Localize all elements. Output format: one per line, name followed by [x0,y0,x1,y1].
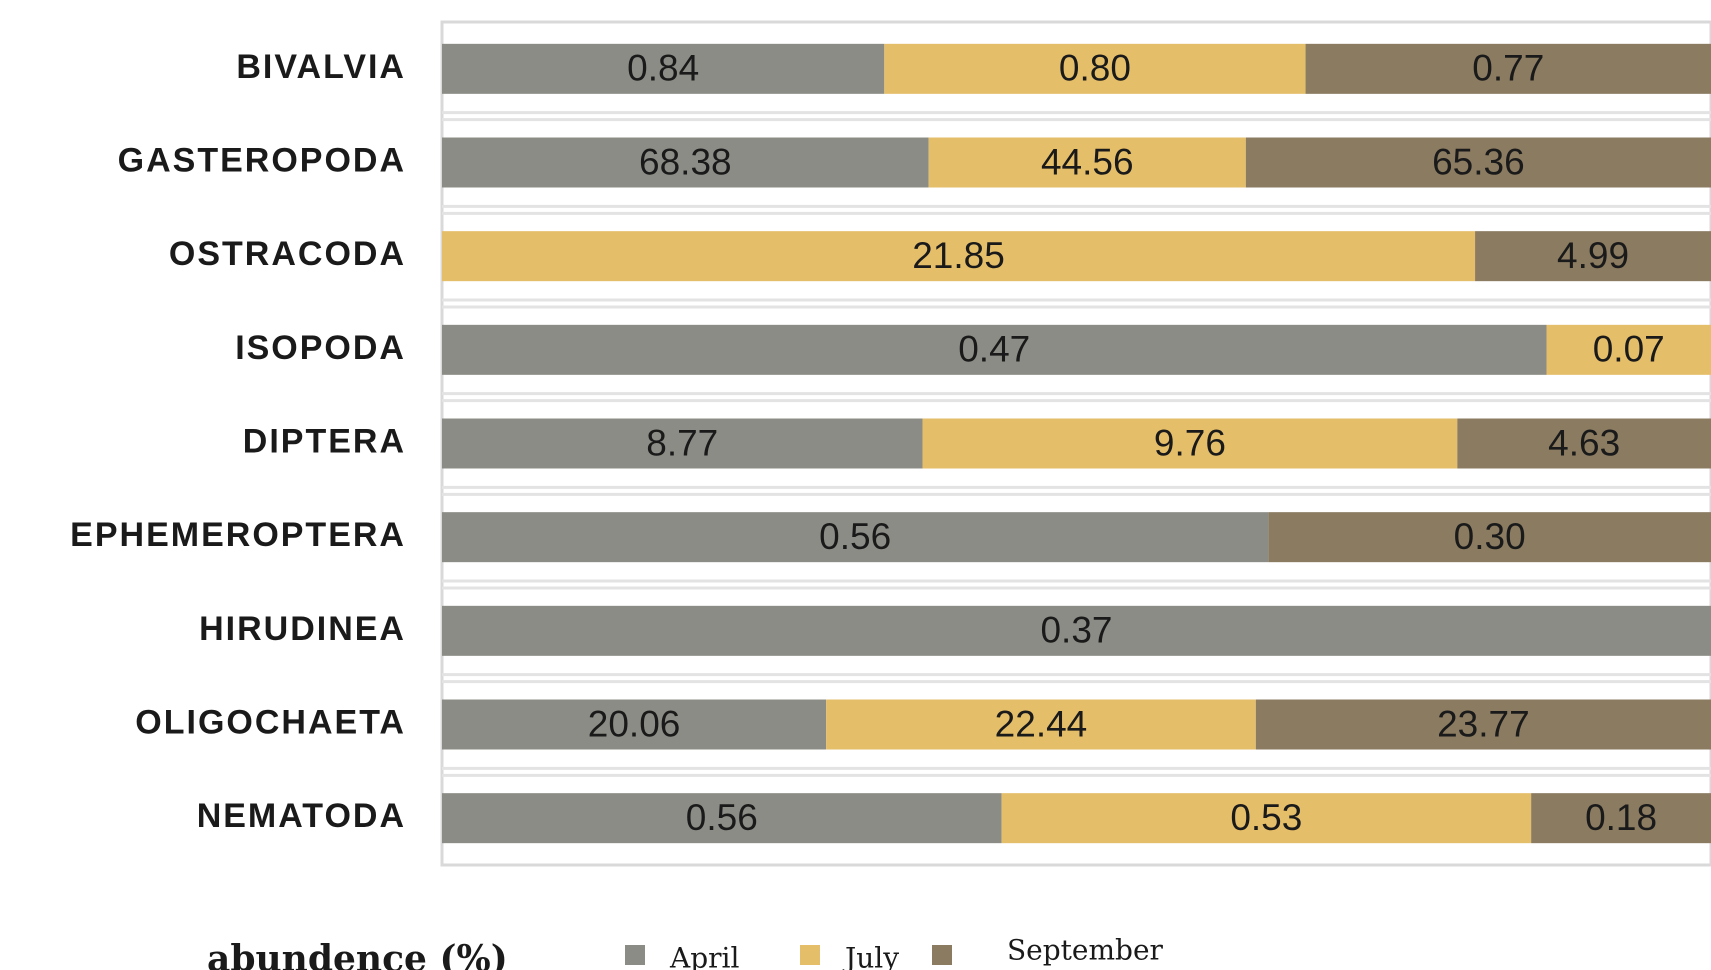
legend-label: July [842,942,899,970]
y-tick-label: OLIGOCHAETA [135,703,406,741]
data-label: 0.84 [627,48,699,89]
y-tick-label: GASTEROPODA [118,141,406,179]
data-label: 0.80 [1059,48,1131,89]
data-label: 0.30 [1454,516,1526,557]
data-label: 4.63 [1548,422,1620,463]
y-tick-label: BIVALVIA [236,48,406,86]
y-tick-label: OSTRACODA [169,235,406,273]
bar-segment [1268,512,1711,563]
data-label: 0.77 [1472,48,1544,89]
data-label: 22.44 [995,703,1088,744]
y-tick-label: DIPTERA [243,422,406,460]
x-axis-label: abundence (%) [207,938,508,970]
data-label: 0.53 [1230,797,1302,838]
data-label: 4.99 [1557,235,1629,276]
bar-segment [442,418,923,469]
bar-segment [928,137,1246,188]
bar-segment [1255,699,1711,750]
data-label: 65.36 [1432,141,1525,182]
bar-segment [442,699,827,750]
data-label: 0.56 [819,516,891,557]
bar-segment [1457,418,1711,469]
bar-segment [442,512,1269,563]
y-tick-label: EPHEMEROPTERA [70,516,406,554]
legend-swatch [932,945,952,965]
data-label: 23.77 [1437,703,1530,744]
bar-segment [922,418,1458,469]
y-tick-label: ISOPODA [235,329,406,367]
data-label: 8.77 [646,422,718,463]
data-label: 0.56 [686,797,758,838]
legend-label: September [1007,934,1164,967]
legend-label: April [669,942,739,970]
data-label: 0.07 [1593,329,1665,370]
bar-segment [884,43,1306,94]
data-label: 0.18 [1585,797,1657,838]
bar-segment [1531,793,1711,844]
legend-swatch [800,945,820,965]
bar-segment [442,137,929,188]
bar-segment [1001,793,1532,844]
data-label: 44.56 [1041,141,1134,182]
data-label: 0.37 [1040,610,1112,651]
bar-segment [1245,137,1711,188]
data-label: 21.85 [912,235,1005,276]
bar-segment [442,605,1711,656]
bar-segment [1305,43,1711,94]
bar-segment [1475,231,1711,282]
data-label: 9.76 [1154,422,1226,463]
bar-segment [442,793,1002,844]
bar-segment [442,324,1547,375]
legend-swatch [625,945,645,965]
bar-segment [442,43,885,94]
y-tick-label: NEMATODA [197,797,406,835]
data-label: 0.47 [958,329,1030,370]
data-label: 20.06 [588,703,681,744]
data-label: 68.38 [639,141,732,182]
bar-segment [826,699,1256,750]
y-tick-label: HIRUDINEA [199,610,406,648]
bar-segment [1546,324,1711,375]
bar-segment [442,231,1476,282]
